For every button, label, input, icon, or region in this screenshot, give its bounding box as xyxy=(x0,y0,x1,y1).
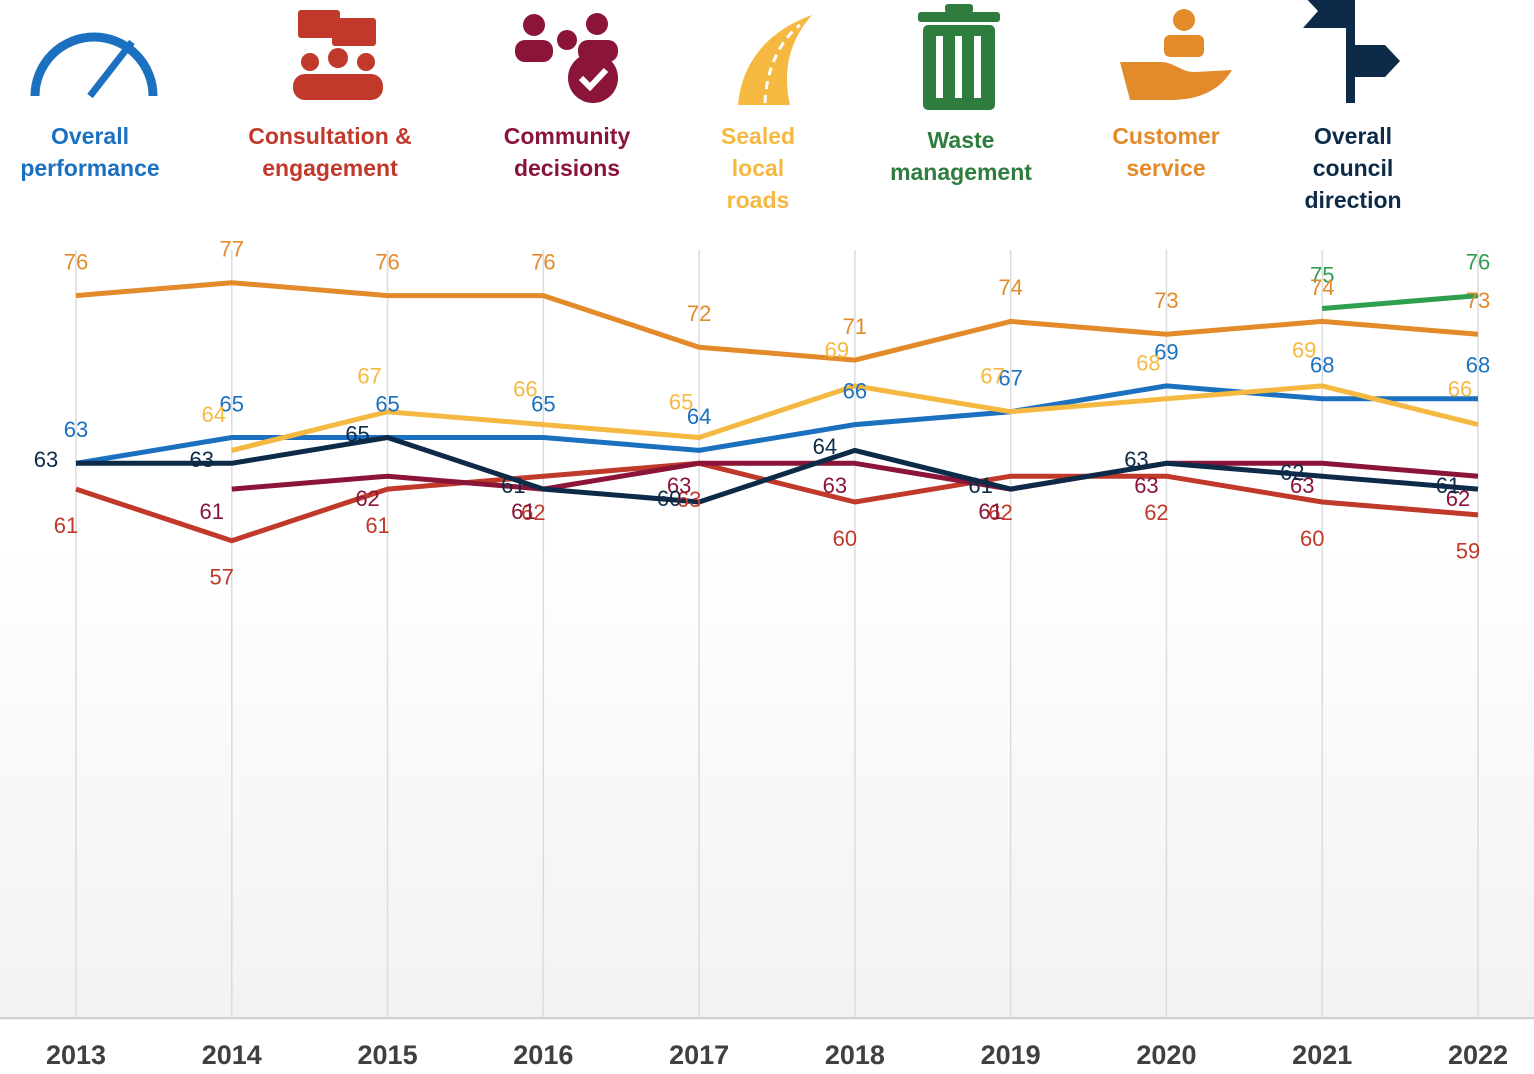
data-label: 77 xyxy=(220,237,244,262)
data-label: 75 xyxy=(1310,262,1334,287)
x-tick-label: 2013 xyxy=(46,1040,106,1070)
legend-entry: Consultation & engagement xyxy=(248,123,412,181)
data-label: 74 xyxy=(998,275,1022,300)
data-label: 61 xyxy=(968,473,992,498)
data-label: 61 xyxy=(200,499,224,524)
data-label: 76 xyxy=(531,249,555,274)
data-label: 65 xyxy=(531,391,555,416)
data-label: 76 xyxy=(64,249,88,274)
data-label: 57 xyxy=(210,565,234,590)
icon-bin xyxy=(918,4,1000,110)
x-tick-label: 2018 xyxy=(825,1040,885,1070)
data-label: 74 xyxy=(1310,275,1334,300)
data-label: 67 xyxy=(357,364,381,389)
data-label: 66 xyxy=(1448,376,1472,401)
x-tick-label: 2021 xyxy=(1292,1040,1352,1070)
data-label: 63 xyxy=(190,447,214,472)
x-tick-label: 2014 xyxy=(202,1040,262,1070)
data-label: 62 xyxy=(1280,460,1304,485)
data-label: 62 xyxy=(1446,486,1470,511)
data-label: 61 xyxy=(365,513,389,538)
icon-signpost xyxy=(1303,0,1400,103)
data-label: 65 xyxy=(375,391,399,416)
data-label: 62 xyxy=(1144,500,1168,525)
series-line xyxy=(231,460,1479,492)
data-label: 61 xyxy=(501,473,525,498)
data-label: 63 xyxy=(823,473,847,498)
legend-entry: Overall council direction xyxy=(1304,123,1402,213)
data-label: 73 xyxy=(1466,288,1490,313)
data-label: 63 xyxy=(34,447,58,472)
data-label: 63 xyxy=(1124,447,1148,472)
data-label: 61 xyxy=(511,499,535,524)
data-label: 68 xyxy=(1136,351,1160,376)
x-tick-label: 2020 xyxy=(1136,1040,1196,1070)
data-label: 61 xyxy=(1436,473,1460,498)
data-label: 64 xyxy=(813,434,837,459)
data-label: 64 xyxy=(687,404,711,429)
data-label: 59 xyxy=(1456,539,1480,564)
legend-entry: Sealed local roads xyxy=(720,123,796,213)
data-label: 65 xyxy=(345,421,369,446)
data-label: 69 xyxy=(1292,338,1316,363)
data-label: 71 xyxy=(843,314,867,339)
series-line xyxy=(75,383,1478,466)
data-label: 67 xyxy=(998,366,1022,391)
data-label: 72 xyxy=(687,301,711,326)
data-label: 76 xyxy=(375,249,399,274)
data-label: 66 xyxy=(513,376,537,401)
data-label: 63 xyxy=(667,473,691,498)
data-label: 60 xyxy=(1300,526,1324,551)
icon-customer xyxy=(1120,9,1232,100)
data-label: 69 xyxy=(825,338,849,363)
icon-road xyxy=(738,15,812,105)
data-label: 66 xyxy=(843,378,867,403)
data-label: 65 xyxy=(669,389,693,414)
series-line xyxy=(76,435,1479,505)
data-label: 67 xyxy=(980,364,1004,389)
data-label: 62 xyxy=(355,486,379,511)
data-label: 64 xyxy=(202,402,226,427)
legend-entry: Community decisions xyxy=(503,123,631,181)
data-label: 65 xyxy=(220,391,244,416)
data-label: 68 xyxy=(1466,353,1490,378)
icon-consultation xyxy=(293,10,383,100)
series-line xyxy=(75,280,1479,363)
data-label: 61 xyxy=(978,499,1002,524)
icon-speedometer xyxy=(30,32,158,99)
x-tick-label: 2015 xyxy=(358,1040,418,1070)
series-line xyxy=(75,460,1479,544)
data-label: 62 xyxy=(521,500,545,525)
icon-community xyxy=(515,13,618,103)
data-label: 60 xyxy=(657,486,681,511)
x-tick-label: 2019 xyxy=(981,1040,1041,1070)
data-label: 76 xyxy=(1466,249,1490,274)
data-label: 68 xyxy=(1310,353,1334,378)
data-label: 61 xyxy=(54,513,78,538)
x-tick-label: 2016 xyxy=(513,1040,573,1070)
data-label: 63 xyxy=(1134,473,1158,498)
legend-entry: Waste management xyxy=(890,127,1032,185)
data-label: 63 xyxy=(1290,473,1314,498)
data-label: 62 xyxy=(988,500,1012,525)
x-tick-label: 2017 xyxy=(669,1040,729,1070)
x-tick-label: 2022 xyxy=(1448,1040,1508,1070)
data-label: 60 xyxy=(833,526,857,551)
data-label: 63 xyxy=(64,417,88,442)
series-line xyxy=(231,383,1479,453)
legend-entry: Customer service xyxy=(1112,123,1220,181)
icons xyxy=(30,0,1400,110)
data-label: 69 xyxy=(1154,340,1178,365)
legend-entry: Overall performance xyxy=(20,123,160,181)
data-label: 63 xyxy=(677,487,701,512)
data-label: 73 xyxy=(1154,288,1178,313)
series-line xyxy=(1322,293,1479,311)
